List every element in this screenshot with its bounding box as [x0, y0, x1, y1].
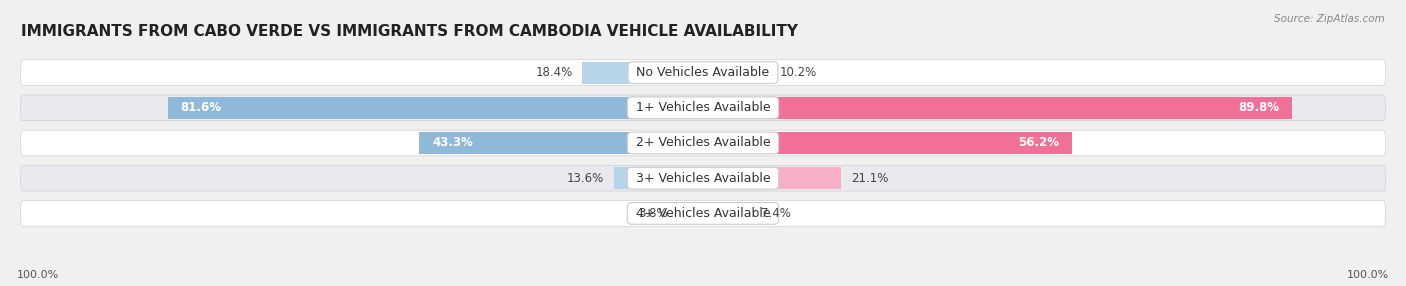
Bar: [703, 202, 752, 224]
Text: 2+ Vehicles Available: 2+ Vehicles Available: [631, 136, 775, 150]
FancyBboxPatch shape: [21, 130, 1385, 156]
Text: 81.6%: 81.6%: [181, 101, 222, 114]
Text: 43.3%: 43.3%: [432, 136, 472, 150]
Bar: [703, 97, 1292, 119]
Bar: [678, 202, 703, 224]
Text: IMMIGRANTS FROM CABO VERDE VS IMMIGRANTS FROM CAMBODIA VEHICLE AVAILABILITY: IMMIGRANTS FROM CABO VERDE VS IMMIGRANTS…: [21, 24, 797, 39]
Text: 100.0%: 100.0%: [17, 270, 59, 280]
Text: 4+ Vehicles Available: 4+ Vehicles Available: [631, 207, 775, 220]
Text: 21.1%: 21.1%: [851, 172, 889, 185]
FancyBboxPatch shape: [21, 200, 1385, 226]
Text: 100.0%: 100.0%: [1347, 270, 1389, 280]
FancyBboxPatch shape: [21, 95, 1385, 121]
Text: 1+ Vehicles Available: 1+ Vehicles Available: [631, 101, 775, 114]
Text: No Vehicles Available: No Vehicles Available: [633, 66, 773, 79]
FancyBboxPatch shape: [21, 60, 1385, 86]
Text: 10.2%: 10.2%: [780, 66, 817, 79]
Text: 3.8%: 3.8%: [638, 207, 668, 220]
Bar: [167, 97, 703, 119]
Bar: [703, 132, 1071, 154]
Text: 3+ Vehicles Available: 3+ Vehicles Available: [631, 172, 775, 185]
Bar: [614, 167, 703, 189]
Bar: [703, 62, 770, 84]
Text: 7.4%: 7.4%: [762, 207, 792, 220]
Bar: [582, 62, 703, 84]
Text: Source: ZipAtlas.com: Source: ZipAtlas.com: [1274, 14, 1385, 24]
Bar: [419, 132, 703, 154]
Text: 56.2%: 56.2%: [1018, 136, 1059, 150]
Bar: [703, 167, 841, 189]
FancyBboxPatch shape: [21, 165, 1385, 191]
Text: 89.8%: 89.8%: [1237, 101, 1279, 114]
Text: 18.4%: 18.4%: [536, 66, 572, 79]
Text: 13.6%: 13.6%: [567, 172, 605, 185]
